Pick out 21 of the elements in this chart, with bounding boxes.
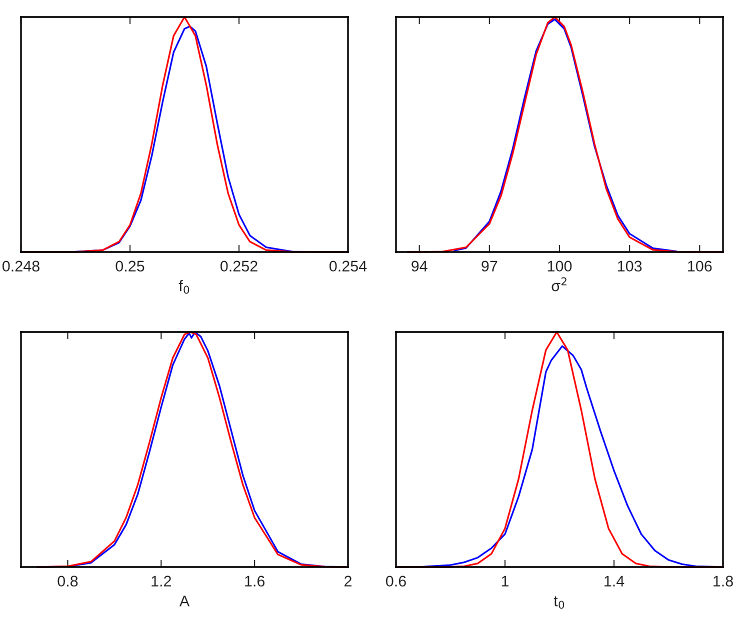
x-tick-label: 2 <box>344 576 352 586</box>
x-tick-label: 1.2 <box>152 576 171 586</box>
x-axis-title: f$_{0}$ <box>178 280 190 294</box>
x-axis-title: σ$^{2}$ <box>552 277 566 292</box>
x-tick-label: 103 <box>618 260 642 272</box>
x-tick-label: 1 <box>502 576 509 586</box>
x-tick-label: 0.248 <box>2 260 40 272</box>
x-tick-label: 0.252 <box>220 260 258 272</box>
x-axis-title: t$_{0}$ <box>554 596 564 609</box>
x-tick-label: 0.25 <box>116 260 144 272</box>
x-tick-label: 1.8 <box>714 576 733 587</box>
x-tick-label: 97 <box>482 260 498 272</box>
x-tick-label: 106 <box>688 260 712 272</box>
x-tick-label: 0.6 <box>386 576 406 587</box>
x-tick-label: 1.6 <box>245 576 265 587</box>
x-axis-title: A <box>179 596 190 606</box>
x-tick-label: 100 <box>548 260 572 272</box>
x-tick-label: 0.254 <box>329 260 367 272</box>
x-tick-label: 94 <box>412 260 428 272</box>
x-tick-label: 0.8 <box>58 576 78 587</box>
x-tick-label: 1.4 <box>604 576 624 586</box>
